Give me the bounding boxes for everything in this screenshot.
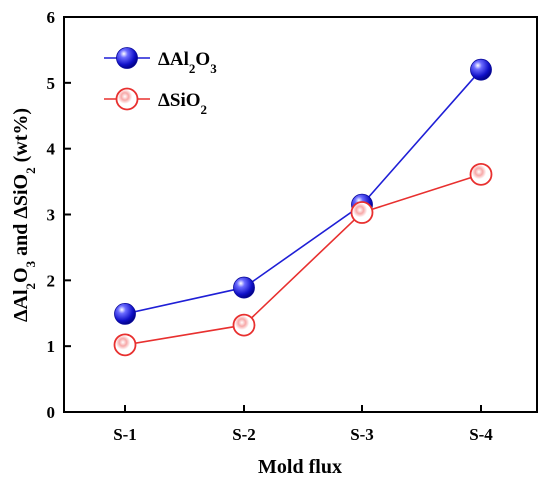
legend-marker <box>116 47 138 69</box>
x-axis: S-1 S-2 S-3 S-4 <box>113 405 493 444</box>
data-point <box>470 58 492 81</box>
data-point <box>232 313 256 337</box>
label-text: ΔSiO <box>158 90 201 111</box>
subscript-text: 3 <box>23 260 38 267</box>
label-text: ΔAl <box>158 49 189 70</box>
series-line <box>124 69 482 315</box>
x-tick-label: S-4 <box>469 425 493 444</box>
label-text: O <box>10 267 32 283</box>
y-tick-label: 1 <box>47 337 56 356</box>
legend-item: ΔSiO2 <box>104 87 207 117</box>
subscript-text: 3 <box>210 61 217 76</box>
label-text: O <box>195 49 210 70</box>
x-axis-title: Mold flux <box>258 456 342 478</box>
label-text: ΔAl <box>10 289 32 322</box>
subscript-text: 2 <box>23 283 38 290</box>
y-tick-label: 3 <box>47 206 56 225</box>
legend-label: ΔSiO2 <box>158 90 207 117</box>
subscript-text: 2 <box>23 167 38 174</box>
y-tick-label: 0 <box>47 403 56 422</box>
y-tick-label: 2 <box>47 271 56 290</box>
data-point <box>113 333 137 357</box>
x-tick-label: S-1 <box>113 425 137 444</box>
x-tick-label: S-2 <box>232 425 256 444</box>
data-point <box>114 303 136 325</box>
series-line <box>124 173 482 346</box>
data-point <box>350 201 374 224</box>
y-tick-label: 5 <box>47 74 56 93</box>
subscript-text: 2 <box>201 102 208 117</box>
y-tick-label: 4 <box>47 140 56 159</box>
y-tick-label: 6 <box>47 8 56 27</box>
data-point <box>469 162 493 186</box>
plot-frame <box>63 16 538 413</box>
data-point <box>233 276 255 299</box>
series-layer <box>113 58 493 357</box>
y-axis-title: ΔAl2O3 and ΔSiO2 (wt%) <box>10 108 38 322</box>
subscript-text: 2 <box>189 61 196 76</box>
series-2 <box>113 162 493 357</box>
y-axis: 0 1 2 3 4 5 6 <box>47 8 71 422</box>
x-tick-label: S-3 <box>350 425 374 444</box>
legend-item: ΔAl2O3 <box>104 47 217 76</box>
legend-marker <box>115 87 139 111</box>
legend-label: ΔAl2O3 <box>158 49 217 76</box>
label-text: (wt%) <box>10 108 32 167</box>
label-text: and ΔSiO <box>10 174 32 261</box>
